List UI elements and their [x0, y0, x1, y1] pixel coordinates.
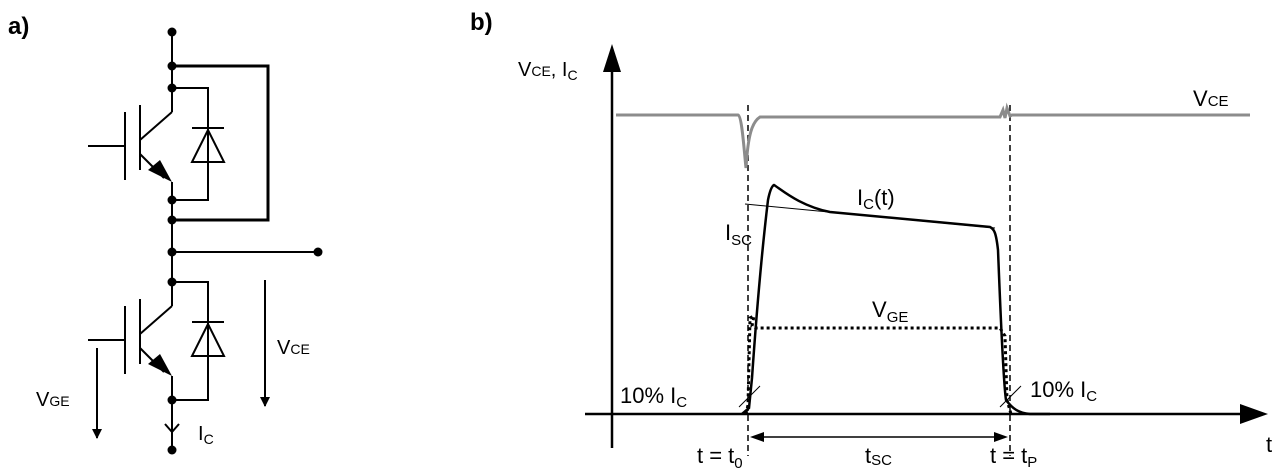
- tsc-arrow-right: [994, 432, 1008, 442]
- panel-b-label: b): [470, 9, 493, 36]
- lower-emitter-arrow: [148, 354, 172, 376]
- x-axis-arrowhead: [1240, 404, 1268, 424]
- ic-trace-label: IC(t): [857, 185, 895, 213]
- tsc-label: tSC: [865, 443, 892, 469]
- ic-label-a: IC: [198, 423, 214, 447]
- upper-emitter-arrow: [148, 160, 172, 182]
- vce-trace-label: VCE: [1193, 86, 1229, 111]
- bypass-loop: [172, 64, 270, 222]
- half-bridge-circuit: [88, 32, 318, 450]
- lower-diode: [172, 281, 226, 401]
- ten-percent-tick-right: [999, 385, 1022, 408]
- vge-trace: [744, 313, 1013, 415]
- panel-a-label: a): [8, 13, 29, 40]
- tsc-arrow-left: [750, 432, 764, 442]
- y-axis-arrowhead: [603, 44, 621, 72]
- ten-percent-left-label: 10% IC: [620, 383, 687, 411]
- circuit-nodes: [167, 27, 323, 455]
- panel-a: a): [8, 13, 323, 455]
- upper-diode: [172, 87, 226, 201]
- isc-tangent-line: [744, 203, 996, 229]
- isc-label: ISC: [725, 220, 752, 249]
- y-axis-label: VCE, IC: [518, 59, 578, 83]
- ten-percent-tick-left: [738, 385, 761, 408]
- ten-percent-right-label: 10% IC: [1030, 377, 1097, 405]
- tp-label: t = tP: [990, 443, 1037, 471]
- panel-b: b) VCE, IC t VCE IC(t) ISC VGE 10% IC 1: [470, 9, 1272, 471]
- upper-igbt: [88, 88, 173, 200]
- lower-igbt: [88, 282, 173, 400]
- vce-label-a: VCE: [277, 337, 310, 359]
- ic-current-arrow: [164, 423, 180, 434]
- ic-trace: [741, 183, 1050, 416]
- vge-label-a: VGE: [36, 389, 70, 411]
- vce-trace: [616, 102, 1250, 169]
- t0-label: t = t0: [697, 443, 743, 471]
- vge-trace-label: VGE: [872, 297, 908, 326]
- x-axis-label: t: [1266, 432, 1272, 457]
